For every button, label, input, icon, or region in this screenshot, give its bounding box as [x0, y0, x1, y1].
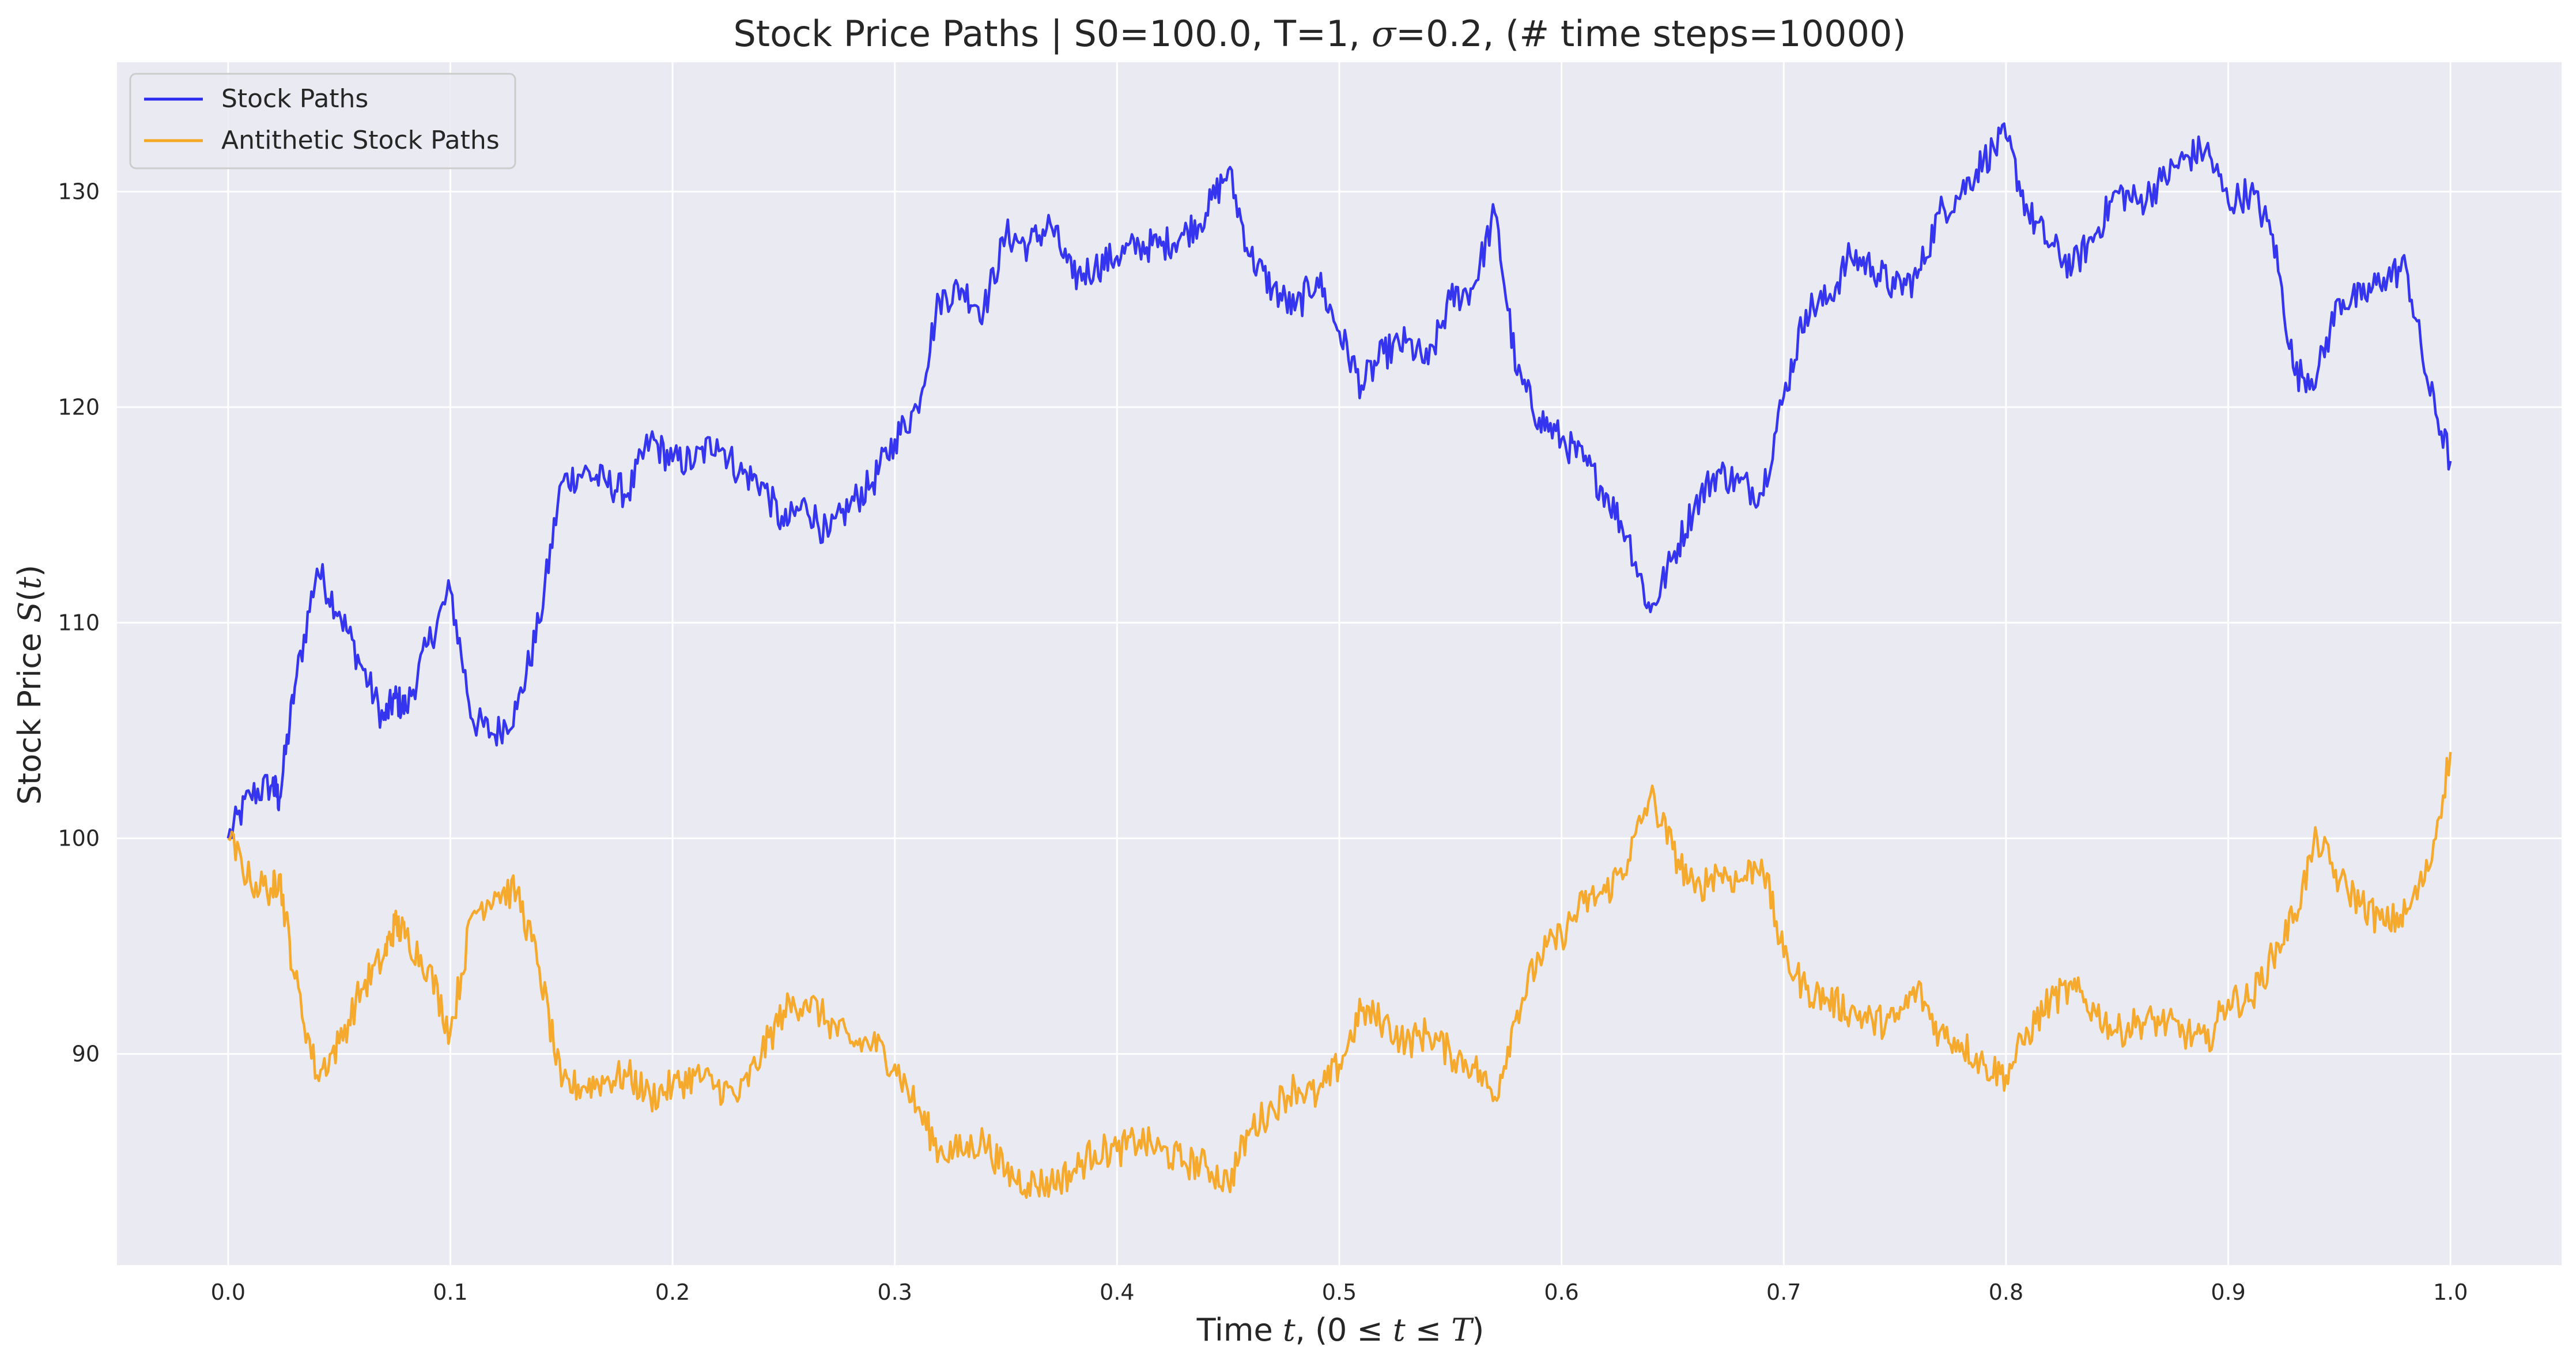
x-tick-label: 0.9	[2211, 1280, 2245, 1305]
legend-label-antithetic-stock-paths: Antithetic Stock Paths	[221, 126, 500, 155]
x-tick-label: 0.7	[1766, 1280, 1801, 1305]
series-line-antithetic-stock-paths	[227, 752, 2452, 1199]
series-line-stock-paths	[226, 122, 2452, 839]
x-axis-label: Time t, (0 ≤ t ≤ T)	[1196, 1312, 1485, 1348]
x-tick-label: 0.4	[1100, 1280, 1134, 1305]
y-axis-label: Stock Price S(t)	[12, 565, 48, 805]
y-tick-label: 110	[58, 610, 100, 635]
x-tick-label: 0.2	[655, 1280, 690, 1305]
series-lines	[226, 122, 2452, 1199]
x-tick-label: 0.3	[878, 1280, 912, 1305]
x-tick-label: 0.0	[211, 1280, 245, 1305]
y-tick-label: 130	[58, 179, 100, 204]
y-tick-label: 100	[58, 825, 100, 851]
x-tick-label: 0.8	[1989, 1280, 2023, 1305]
x-tick-label: 1.0	[2433, 1280, 2468, 1305]
legend: Stock Paths Antithetic Stock Paths	[129, 73, 516, 169]
grid-lines	[117, 62, 2562, 1265]
y-tick-label: 90	[72, 1041, 100, 1066]
legend-box	[129, 73, 516, 169]
y-tick-label: 120	[58, 394, 100, 420]
chart-title: Stock Price Paths | S0=100.0, T=1, σ=0.2…	[733, 13, 1906, 55]
x-tick-labels: 0.0 0.1 0.2 0.3 0.4 0.5 0.6 0.7 0.8 0.9 1.0	[211, 1280, 2468, 1305]
x-tick-label: 0.5	[1322, 1280, 1357, 1305]
y-tick-labels: 90 100 110 120 130	[58, 179, 100, 1066]
x-tick-label: 0.6	[1544, 1280, 1578, 1305]
legend-label-stock-paths: Stock Paths	[221, 84, 368, 114]
x-tick-label: 0.1	[433, 1280, 467, 1305]
